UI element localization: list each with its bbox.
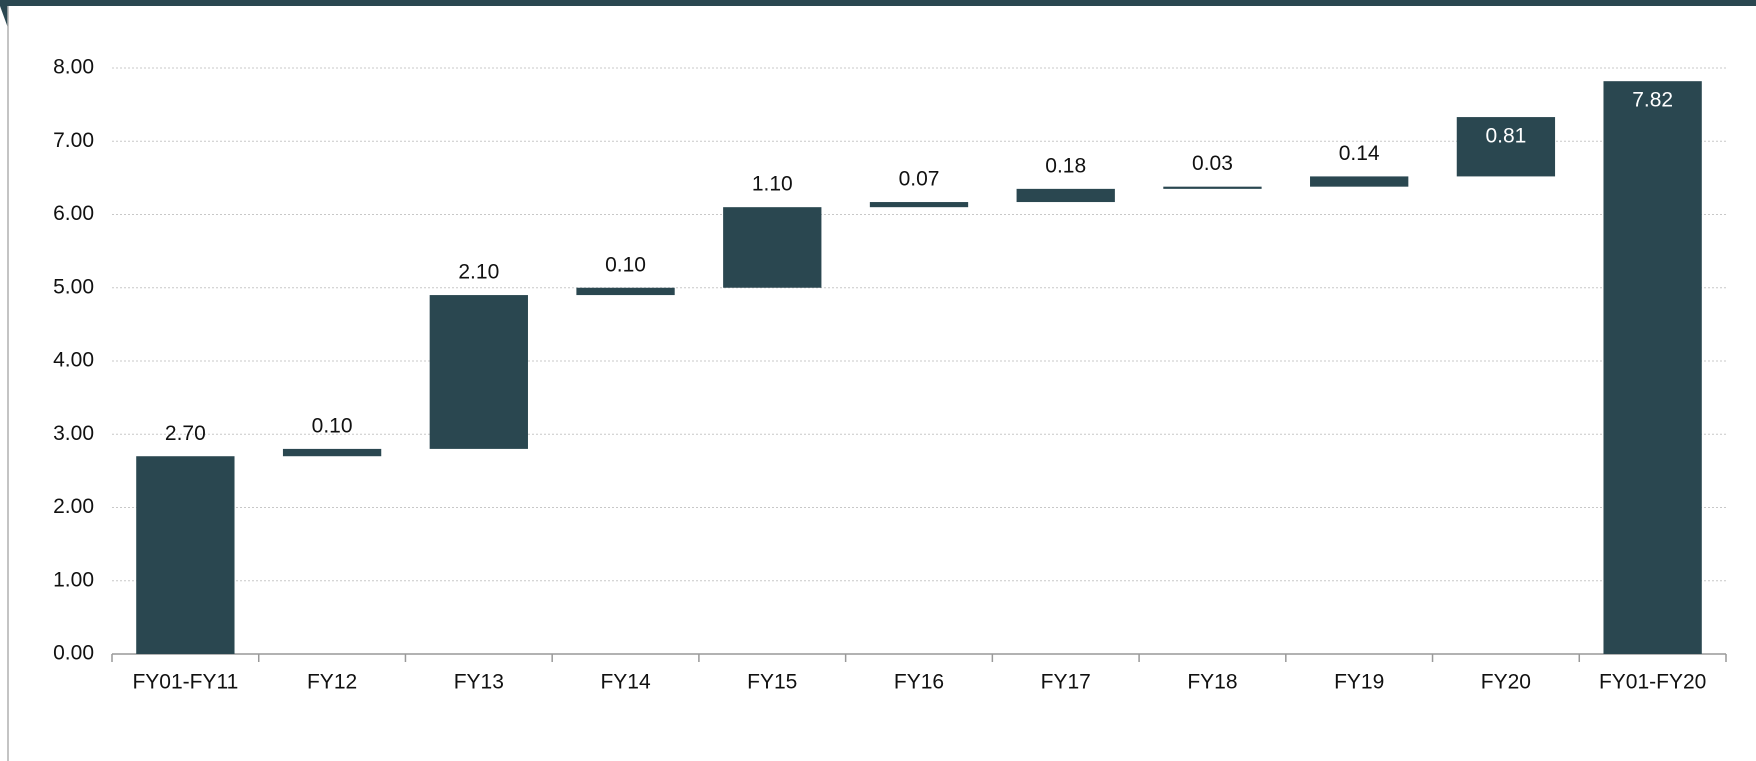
data-label: 0.07	[899, 168, 940, 191]
y-tick-label: 6.00	[53, 202, 94, 225]
x-tick-label: FY19	[1334, 671, 1384, 694]
bar	[1456, 117, 1556, 177]
x-tick-label: FY15	[747, 671, 797, 694]
corner	[0, 6, 8, 28]
x-tick-label: FY13	[454, 671, 504, 694]
y-tick-label: 8.00	[53, 56, 94, 79]
x-tick-label: FY12	[307, 671, 357, 694]
data-label: 0.81	[1485, 125, 1526, 148]
data-label: 0.18	[1045, 154, 1086, 177]
bar	[723, 207, 822, 288]
bar	[1163, 186, 1262, 189]
y-tick-label: 7.00	[53, 129, 94, 152]
y-tick-label: 3.00	[53, 422, 94, 445]
bar	[1016, 188, 1115, 203]
bar	[282, 448, 382, 457]
data-label: 1.10	[752, 173, 793, 196]
bar	[869, 202, 969, 208]
x-tick-label: FY18	[1187, 671, 1237, 694]
y-tick-label: 2.00	[53, 495, 94, 518]
x-tick-label: FY17	[1041, 671, 1091, 694]
y-tick-label: 5.00	[53, 275, 94, 298]
bar	[1310, 176, 1409, 187]
data-label: 0.14	[1339, 142, 1380, 165]
data-label: 2.10	[458, 261, 499, 284]
data-label: 0.10	[605, 253, 646, 276]
y-tick-label: 0.00	[53, 642, 94, 665]
x-tick-label: FY14	[600, 671, 651, 694]
y-tick-label: 1.00	[53, 568, 94, 591]
bar	[429, 295, 528, 449]
data-label: 0.03	[1192, 152, 1233, 175]
bar	[136, 456, 235, 654]
data-label: 7.82	[1632, 89, 1673, 112]
x-tick-label: FY01-FY20	[1599, 671, 1706, 694]
data-label: 0.10	[312, 414, 353, 437]
data-label: 2.70	[165, 422, 206, 445]
bar	[1603, 81, 1702, 654]
x-tick-label: FY20	[1481, 671, 1531, 694]
y-tick-label: 4.00	[53, 349, 94, 372]
x-tick-label: FY01-FY11	[132, 671, 238, 694]
top-bar	[0, 0, 1756, 6]
bar	[576, 287, 675, 296]
x-tick-label: FY16	[894, 671, 944, 694]
